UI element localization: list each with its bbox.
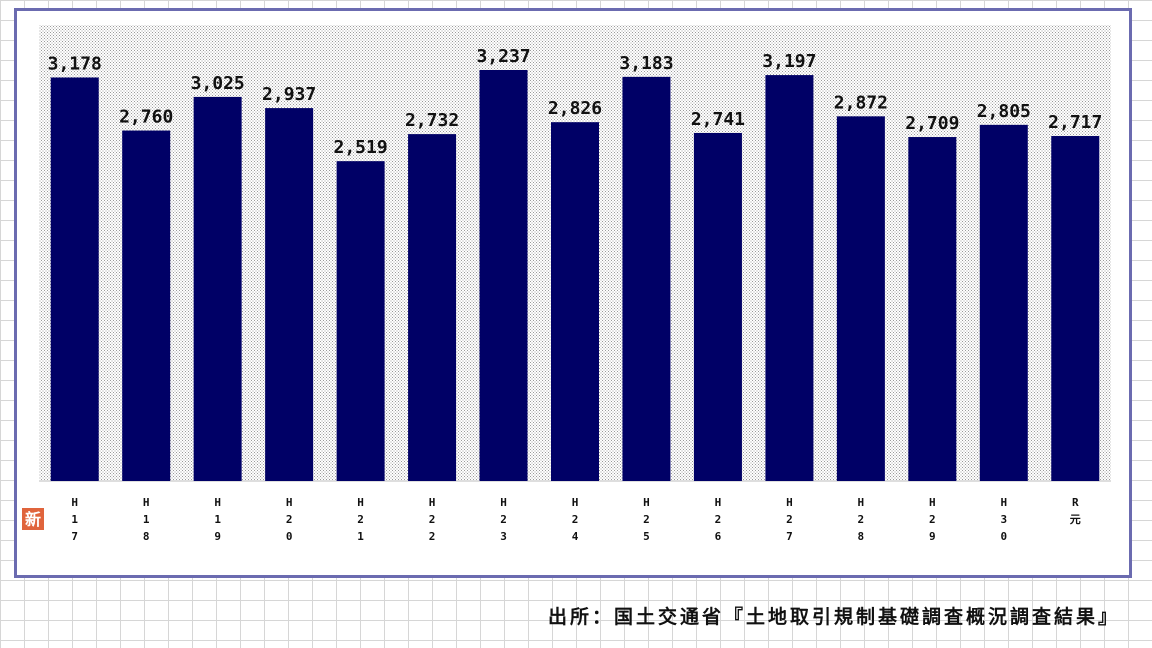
x-tick-label-12-1: 2: [929, 513, 936, 526]
bar-value-label-5: 2,732: [405, 110, 459, 131]
x-tick-label-5-2: 2: [429, 530, 436, 543]
x-tick-label-7-2: 4: [572, 530, 579, 543]
bar-14: [1051, 136, 1100, 481]
bar-5: [408, 134, 457, 481]
x-tick-label-7-0: H: [572, 496, 579, 509]
x-tick-label-7-1: 2: [572, 513, 579, 526]
x-tick-label-2-1: 1: [214, 513, 221, 526]
bar-value-label-1: 2,760: [119, 107, 173, 128]
bar-value-label-6: 3,237: [476, 46, 530, 67]
x-tick-label-4-1: 2: [357, 513, 364, 526]
bar-value-label-3: 2,937: [262, 84, 316, 105]
x-tick-label-14-1: 元: [1070, 513, 1081, 526]
bar-value-label-8: 3,183: [619, 53, 673, 74]
bar-10: [765, 75, 814, 482]
bar-value-label-2: 3,025: [191, 73, 245, 94]
x-tick-label-1-2: 8: [143, 530, 150, 543]
chart-frame: 3,178 2,760 3,025 2,937 2,519 2,732 3,237 2,826…: [14, 8, 1132, 578]
bar-value-label-9: 2,741: [691, 109, 745, 130]
x-tick-label-10-0: H: [786, 496, 793, 509]
x-tick-label-6-1: 2: [500, 513, 507, 526]
bar-value-label-14: 2,717: [1048, 112, 1102, 133]
x-tick-label-9-0: H: [715, 496, 722, 509]
new-badge: 新: [22, 508, 44, 530]
bar-6: [479, 70, 528, 481]
x-tick-label-13-0: H: [1000, 496, 1007, 509]
x-tick-label-5-1: 2: [429, 513, 436, 526]
x-tick-label-12-0: H: [929, 496, 936, 509]
bar-3: [265, 108, 314, 482]
x-tick-label-2-0: H: [214, 496, 221, 509]
bar-8: [622, 76, 671, 481]
x-tick-label-8-1: 2: [643, 513, 650, 526]
bar-value-label-12: 2,709: [905, 113, 959, 134]
x-tick-label-1-1: 1: [143, 513, 150, 526]
bar-12: [908, 137, 957, 481]
x-tick-label-6-2: 3: [500, 530, 507, 543]
x-tick-label-3-2: 0: [286, 530, 293, 543]
bar-value-label-11: 2,872: [834, 92, 888, 113]
bar-0: [50, 77, 99, 481]
bar-value-label-7: 2,826: [548, 98, 602, 119]
bar-value-label-0: 3,178: [48, 53, 102, 74]
x-tick-label-11-1: 2: [858, 513, 865, 526]
bar-value-label-13: 2,805: [977, 101, 1031, 122]
x-tick-label-10-1: 2: [786, 513, 793, 526]
x-tick-label-8-0: H: [643, 496, 650, 509]
bar-value-label-4: 2,519: [334, 137, 388, 158]
x-tick-label-3-0: H: [286, 496, 293, 509]
x-tick-label-5-0: H: [429, 496, 436, 509]
x-tick-label-1-0: H: [143, 496, 150, 509]
bar-4: [336, 161, 385, 481]
source-note: 出所：国土交通省『土地取引規制基礎調査概況調査結果』: [547, 606, 1120, 628]
x-tick-label-13-1: 3: [1000, 513, 1007, 526]
x-tick-label-11-2: 8: [858, 530, 865, 543]
bar-value-label-10: 3,197: [762, 51, 816, 72]
x-tick-label-9-1: 2: [715, 513, 722, 526]
x-tick-label-0-1: 1: [71, 513, 78, 526]
bar-1: [122, 130, 171, 481]
x-tick-label-0-0: H: [71, 496, 78, 509]
x-tick-label-2-2: 9: [214, 530, 221, 543]
x-tick-label-9-2: 6: [715, 530, 722, 543]
x-tick-label-12-2: 9: [929, 530, 936, 543]
bar-11: [836, 116, 885, 481]
bar-9: [693, 132, 742, 481]
x-tick-label-6-0: H: [500, 496, 507, 509]
bar-13: [979, 124, 1028, 482]
bar-2: [193, 96, 242, 482]
new-badge-text: 新: [25, 510, 41, 529]
x-tick-label-11-0: H: [858, 496, 865, 509]
x-tick-label-4-0: H: [357, 496, 364, 509]
x-tick-label-8-2: 5: [643, 530, 650, 543]
x-tick-label-10-2: 7: [786, 530, 793, 543]
x-tick-label-0-2: 7: [71, 530, 78, 543]
x-tick-label-3-1: 2: [286, 513, 293, 526]
x-tick-label-13-2: 0: [1000, 530, 1007, 543]
x-tick-label-4-2: 1: [357, 530, 364, 543]
bar-7: [551, 122, 599, 481]
bar-chart: 3,178 2,760 3,025 2,937 2,519 2,732 3,237 2,826…: [22, 25, 1111, 543]
x-tick-label-14-0: R: [1072, 496, 1079, 509]
